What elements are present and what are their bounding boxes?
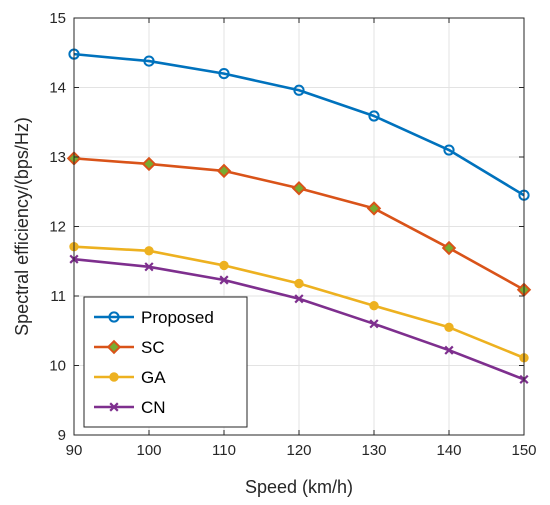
x-axis-label: Speed (km/h) xyxy=(245,477,353,497)
data-point-ga xyxy=(144,246,154,256)
data-point-ga xyxy=(369,301,379,311)
legend-marker xyxy=(108,311,120,323)
y-tick-label: 15 xyxy=(49,10,66,27)
y-tick-label: 9 xyxy=(58,427,66,444)
x-tick-label: 140 xyxy=(436,442,461,459)
series-ga xyxy=(69,241,529,363)
legend-item-cn: CN xyxy=(94,398,166,417)
data-point-proposed xyxy=(143,55,155,67)
x-tick-label: 100 xyxy=(136,442,161,459)
data-point-cn xyxy=(219,275,229,285)
data-point-proposed xyxy=(368,110,380,122)
x-tick-label: 90 xyxy=(66,442,83,459)
data-point-cn xyxy=(369,319,379,329)
x-tick-label: 150 xyxy=(511,442,536,459)
data-point-cn xyxy=(144,262,154,272)
data-point-sc xyxy=(441,240,457,256)
series-line-proposed xyxy=(73,52,525,197)
series-proposed xyxy=(68,48,530,201)
legend-label: SC xyxy=(141,338,165,357)
data-point-ga xyxy=(444,322,454,332)
y-tick-label: 10 xyxy=(49,358,66,375)
data-point-ga xyxy=(219,260,229,271)
y-axis-label: Spectral efficiency/(bps/Hz) xyxy=(12,117,32,336)
legend-label: Proposed xyxy=(141,308,214,327)
legend-marker xyxy=(106,339,122,355)
data-point-sc xyxy=(141,156,157,172)
data-point-cn xyxy=(294,294,304,304)
y-tick-label: 12 xyxy=(49,219,66,236)
x-tick-label: 130 xyxy=(361,442,386,459)
y-tick-label: 14 xyxy=(49,80,66,97)
y-tick-label: 11 xyxy=(50,288,66,305)
data-point-proposed xyxy=(218,68,230,80)
data-point-proposed xyxy=(293,84,305,96)
legend-item-ga: GA xyxy=(94,368,166,387)
legend: Proposed SC GA CN xyxy=(83,296,248,428)
legend-item-proposed: Proposed xyxy=(94,308,214,327)
data-point-sc xyxy=(216,163,232,179)
data-point-proposed xyxy=(443,144,455,156)
series-layer xyxy=(66,48,532,384)
x-tick-label: 110 xyxy=(212,442,236,459)
axis-ticks: 90 100 110 120 130 140 150 9 10 11 12 13 14 15 xyxy=(49,10,536,459)
data-point-sc xyxy=(291,181,307,196)
legend-item-sc: SC xyxy=(94,338,165,357)
data-point-cn xyxy=(444,345,454,355)
legend-label: GA xyxy=(141,368,166,387)
data-point-ga xyxy=(294,278,304,289)
y-tick-label: 13 xyxy=(49,149,66,166)
legend-marker xyxy=(109,372,119,382)
data-point-sc xyxy=(366,201,382,216)
x-tick-label: 120 xyxy=(286,442,311,459)
legend-marker xyxy=(109,402,119,412)
series-sc xyxy=(66,151,532,297)
legend-label: CN xyxy=(141,398,166,417)
